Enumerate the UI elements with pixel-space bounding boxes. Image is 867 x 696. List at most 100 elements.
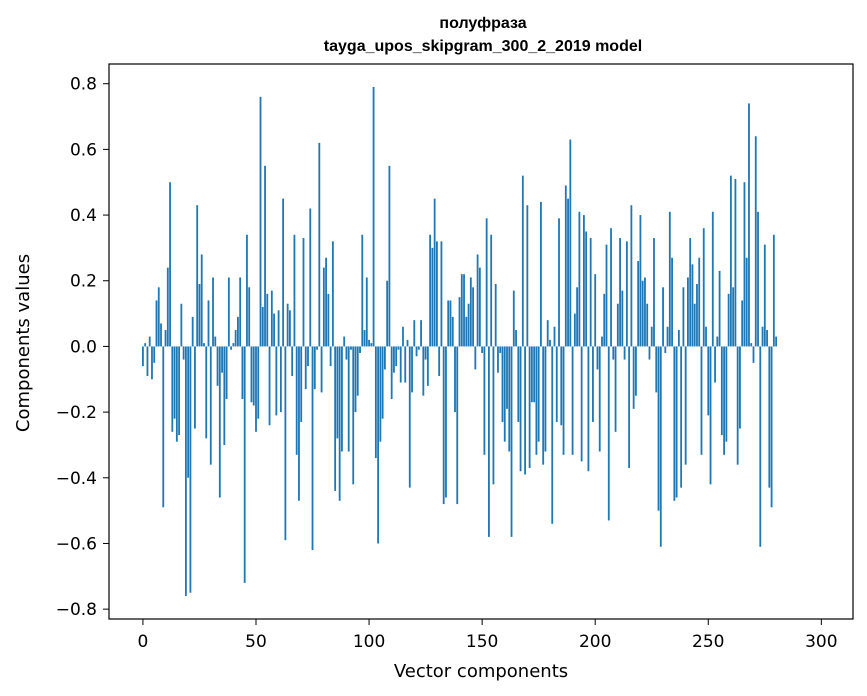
bar — [555, 346, 558, 422]
y-tick-label: 0.0 — [70, 337, 97, 357]
bar — [623, 346, 626, 360]
bar — [268, 346, 271, 426]
bar — [725, 346, 728, 442]
bar — [580, 346, 583, 462]
bar — [393, 346, 395, 373]
bar — [601, 336, 603, 347]
bar — [341, 346, 343, 452]
bar — [205, 346, 208, 439]
bar — [757, 211, 759, 347]
bar — [743, 182, 746, 347]
bar — [368, 339, 370, 347]
x-tick-label: 300 — [805, 632, 837, 652]
bar — [309, 208, 312, 347]
bar — [395, 346, 398, 367]
bar — [239, 277, 242, 347]
bar — [598, 346, 601, 452]
bar — [530, 346, 533, 403]
bar — [298, 346, 300, 501]
bar — [420, 320, 422, 347]
x-tick-label: 50 — [245, 632, 267, 652]
bar — [775, 336, 778, 347]
bar — [644, 277, 646, 347]
bar — [492, 346, 495, 485]
x-tick-label: 250 — [692, 632, 724, 652]
bar — [313, 346, 316, 390]
bar — [772, 234, 775, 347]
plot-frame — [108, 63, 854, 620]
bar — [216, 346, 219, 386]
bar — [630, 205, 633, 347]
bar — [397, 346, 400, 350]
bar — [625, 241, 628, 347]
bar — [673, 346, 676, 501]
bar — [739, 346, 741, 429]
bar — [754, 136, 757, 347]
bar — [413, 320, 416, 347]
x-tick-label: 100 — [353, 632, 385, 652]
bar — [169, 182, 171, 347]
bar — [316, 346, 318, 350]
bar — [768, 346, 771, 488]
bar — [494, 284, 497, 347]
bar — [426, 346, 429, 386]
bar — [759, 346, 762, 547]
bar — [264, 165, 266, 347]
y-axis-label: Components values — [13, 254, 34, 432]
bar — [189, 346, 192, 593]
bar — [573, 313, 576, 347]
bar — [422, 346, 425, 396]
bar — [659, 346, 662, 547]
bar — [603, 293, 606, 347]
bar — [200, 254, 203, 347]
bar — [289, 310, 291, 347]
bar — [478, 267, 481, 347]
y-tick-label: −0.8 — [56, 600, 97, 620]
bar — [237, 316, 239, 347]
bar — [657, 346, 660, 511]
bar — [408, 346, 411, 488]
bar — [564, 185, 567, 347]
y-tick-label: 0.6 — [70, 140, 97, 160]
bar — [356, 346, 359, 396]
x-tick-label: 150 — [466, 632, 498, 652]
bar — [488, 346, 490, 537]
bar — [191, 316, 194, 347]
bar — [524, 346, 526, 475]
bar — [544, 346, 547, 452]
bar — [415, 346, 418, 357]
bar — [243, 346, 246, 583]
bar — [761, 326, 764, 347]
bar — [592, 346, 594, 422]
bar — [732, 287, 735, 347]
bar — [696, 284, 698, 347]
bar — [390, 346, 393, 399]
bar — [558, 218, 560, 347]
bar — [144, 343, 147, 347]
bar — [463, 274, 465, 347]
y-tick-label: 0.2 — [70, 272, 97, 292]
bar — [587, 346, 590, 472]
bar — [454, 346, 456, 413]
bar — [497, 346, 499, 373]
bar — [666, 326, 669, 347]
bar — [155, 300, 158, 347]
bar — [596, 346, 599, 370]
bar — [553, 326, 556, 347]
bar — [483, 346, 486, 455]
bar — [614, 346, 617, 432]
bar — [445, 346, 447, 498]
bar — [433, 198, 436, 347]
bar — [411, 346, 413, 393]
bar — [404, 346, 407, 383]
bar — [318, 142, 321, 347]
bar — [519, 346, 522, 472]
bar — [562, 346, 565, 455]
bar — [571, 346, 574, 455]
bar — [501, 346, 504, 422]
bar — [207, 300, 210, 347]
bar — [277, 310, 280, 347]
bar — [560, 346, 563, 426]
bar — [727, 293, 730, 347]
bar — [528, 346, 531, 468]
